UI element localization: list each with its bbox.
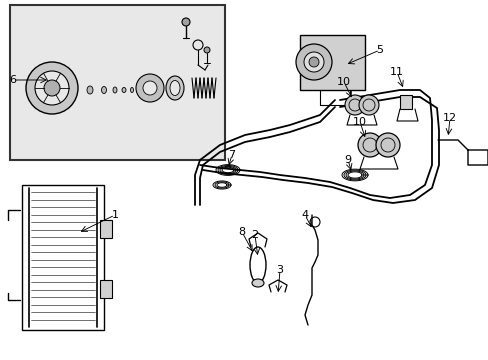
Text: 6: 6: [9, 75, 17, 85]
Circle shape: [35, 71, 69, 105]
Text: 9: 9: [344, 155, 351, 165]
Circle shape: [308, 57, 318, 67]
Circle shape: [358, 95, 378, 115]
Text: 4: 4: [301, 210, 308, 220]
Bar: [399, 95, 411, 109]
Text: 2: 2: [251, 230, 258, 240]
Circle shape: [44, 80, 60, 96]
Ellipse shape: [113, 87, 117, 93]
Bar: [100, 280, 112, 298]
Ellipse shape: [87, 86, 93, 94]
Text: 12: 12: [442, 113, 456, 123]
Text: 1: 1: [111, 210, 118, 220]
Circle shape: [26, 62, 78, 114]
Bar: [100, 220, 112, 238]
Circle shape: [203, 47, 209, 53]
Text: 5: 5: [376, 45, 383, 55]
Ellipse shape: [251, 279, 264, 287]
Circle shape: [193, 40, 203, 50]
Bar: [22, 185, 104, 330]
Circle shape: [295, 44, 331, 80]
Circle shape: [182, 18, 190, 26]
Ellipse shape: [122, 87, 126, 93]
Text: 8: 8: [238, 227, 245, 237]
Text: 11: 11: [389, 67, 403, 77]
Ellipse shape: [165, 76, 183, 100]
Circle shape: [357, 133, 381, 157]
Bar: [299, 35, 364, 90]
Text: 10: 10: [352, 117, 366, 127]
Ellipse shape: [130, 87, 133, 93]
Text: 10: 10: [336, 77, 350, 87]
Text: 3: 3: [276, 265, 283, 275]
Ellipse shape: [170, 81, 180, 95]
Circle shape: [345, 95, 364, 115]
Circle shape: [136, 74, 163, 102]
Bar: [10, 5, 224, 160]
Ellipse shape: [102, 86, 106, 94]
Circle shape: [304, 52, 324, 72]
Circle shape: [375, 133, 399, 157]
Text: 7: 7: [228, 150, 235, 160]
Circle shape: [142, 81, 157, 95]
